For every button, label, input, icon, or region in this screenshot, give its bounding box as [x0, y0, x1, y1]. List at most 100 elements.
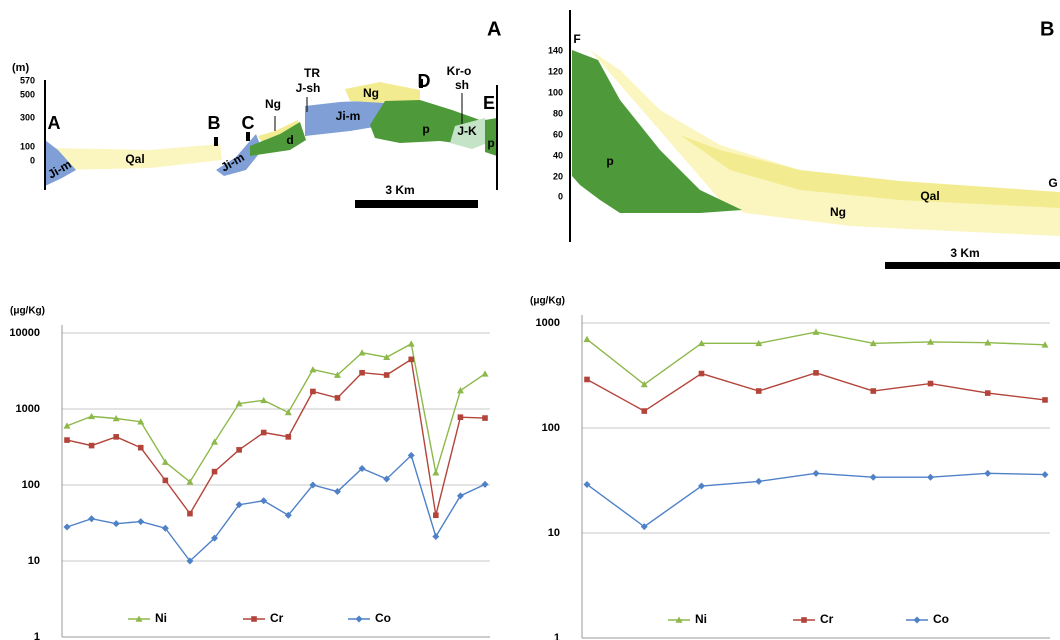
marker	[870, 388, 876, 394]
section-title: B	[1040, 18, 1054, 40]
series-line	[587, 332, 1045, 384]
unit-label: Qal	[125, 152, 144, 166]
unit-label: sh	[455, 78, 469, 92]
unit-label: Ng	[265, 97, 281, 111]
point-label: G	[1048, 176, 1057, 190]
legend-label: Ni	[155, 611, 167, 625]
y-tick-label: 10000	[9, 327, 40, 339]
marker	[285, 434, 291, 440]
marker	[756, 388, 762, 394]
marker	[138, 445, 144, 451]
marker	[113, 520, 120, 527]
unit-label: Ng	[830, 205, 846, 219]
unit-label: Kr-o	[447, 64, 472, 78]
marker	[432, 533, 439, 540]
marker	[1042, 471, 1049, 478]
legend-marker	[801, 617, 807, 623]
axis-tick: 120	[548, 66, 563, 76]
series-line	[587, 473, 1045, 526]
y-tick-label: 10	[548, 527, 560, 539]
point-label: D	[418, 71, 431, 91]
marker	[928, 381, 934, 387]
unit-label: p	[422, 122, 429, 136]
marker	[699, 371, 705, 377]
legend-marker	[251, 616, 257, 622]
marker	[212, 469, 218, 475]
legend-label: Cr	[270, 611, 284, 625]
figure: A (m) 570 500 300 100 0 A B C D E Qal Ji…	[0, 0, 1060, 640]
marker	[870, 474, 877, 481]
section-a: A (m) 570 500 300 100 0 A B C D E Qal Ji…	[12, 18, 501, 208]
marker-b	[214, 137, 218, 146]
axis-tick: 80	[553, 108, 563, 118]
y-tick-label: 10	[28, 555, 40, 567]
y-axis-label: (μg/Kg)	[10, 306, 45, 317]
marker	[359, 370, 365, 376]
marker	[813, 470, 820, 477]
y-tick-label: 100	[542, 422, 560, 434]
marker	[985, 390, 991, 396]
series-line	[67, 344, 485, 482]
marker	[1042, 397, 1048, 403]
marker	[457, 387, 464, 393]
unit-label: J-K	[457, 124, 477, 138]
marker	[755, 478, 762, 485]
axis-tick: 570	[20, 75, 35, 85]
y-tick-label: 1	[34, 631, 40, 640]
marker	[927, 474, 934, 481]
axis-tick: 140	[548, 45, 563, 55]
unit-label: J-sh	[296, 81, 321, 95]
marker	[285, 409, 292, 415]
legend-label: Ni	[695, 612, 707, 626]
axis-tick: 20	[553, 171, 563, 181]
section-title: A	[487, 18, 501, 40]
unit-label: TR	[304, 66, 320, 80]
marker	[482, 415, 488, 421]
point-label: E	[483, 93, 495, 113]
marker	[359, 349, 366, 355]
legend-label: Co	[933, 612, 949, 626]
axis-tick: 100	[20, 141, 35, 151]
axis-tick: 300	[20, 112, 35, 122]
axis-tick: 40	[553, 150, 563, 160]
series-line	[587, 373, 1045, 411]
marker	[309, 366, 316, 372]
marker	[261, 430, 267, 436]
legend-marker	[914, 617, 921, 624]
y-tick-label: 100	[22, 479, 40, 491]
marker	[458, 414, 464, 420]
marker	[236, 447, 242, 453]
point-label: A	[48, 113, 61, 133]
series-line	[67, 455, 485, 561]
marker	[482, 481, 489, 488]
point-label: F	[573, 32, 580, 46]
unit-label: Qal	[920, 189, 939, 203]
marker	[813, 329, 820, 335]
marker-c	[246, 132, 250, 141]
unit-label: p	[487, 136, 494, 150]
marker	[64, 437, 70, 443]
marker	[641, 408, 647, 414]
axis-tick: 0	[558, 191, 563, 201]
y-tick-label: 1	[554, 632, 560, 640]
legend-label: Cr	[820, 612, 834, 626]
scale-bar	[885, 262, 1060, 269]
y-axis-label: (μg/Kg)	[530, 296, 565, 307]
point-label: B	[208, 113, 221, 133]
legend-label: Co	[375, 611, 391, 625]
marker	[113, 434, 119, 440]
unit-label: Ng	[363, 86, 379, 100]
marker	[457, 492, 464, 499]
unit-label: p	[606, 154, 613, 168]
ng-unit	[345, 82, 420, 103]
marker	[163, 478, 169, 484]
axis-unit: (m)	[12, 62, 29, 74]
axis-tick: 500	[20, 89, 35, 99]
d-unit	[250, 122, 306, 156]
marker	[310, 389, 316, 395]
y-tick-label: 1000	[16, 403, 40, 415]
marker	[384, 372, 390, 378]
section-b: B 140 120 100 80 60 40 20 0 F p Qal Ng G…	[548, 10, 1060, 269]
marker	[584, 377, 590, 383]
marker	[482, 370, 489, 376]
